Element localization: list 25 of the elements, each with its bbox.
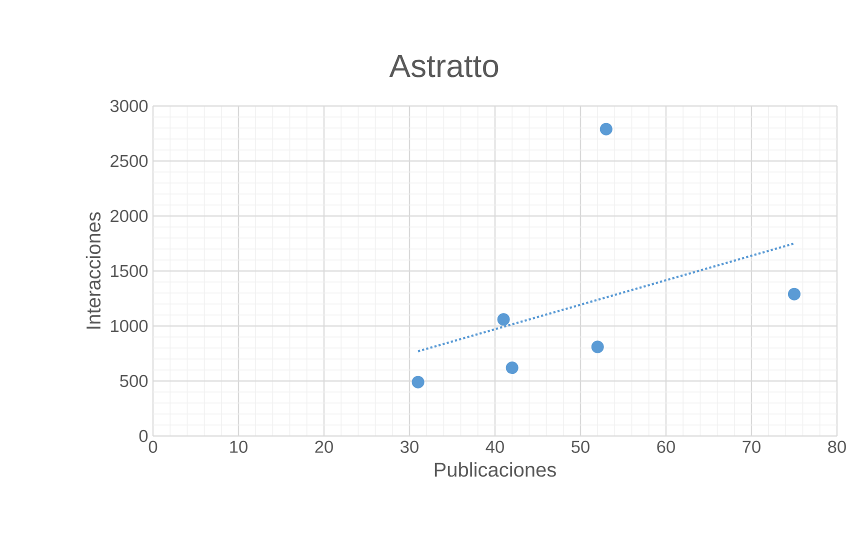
y-tick-label: 1000 [111, 320, 148, 332]
x-axis-title: Publicaciones [434, 462, 556, 477]
x-tick-label: 0 [148, 440, 158, 453]
x-tick-label: 60 [657, 440, 675, 453]
point [412, 376, 424, 388]
point [591, 340, 604, 354]
y-tick-label: 500 [120, 374, 148, 388]
y-tick-label: 2000 [110, 210, 148, 222]
y-tick-label: 2500 [110, 154, 148, 168]
point [788, 288, 801, 300]
y-tick-label: 3000 [110, 100, 148, 112]
x-tick-label: 30 [400, 440, 418, 453]
point [497, 313, 510, 326]
x-tick-label: 50 [572, 440, 590, 453]
x-tick-label: 80 [828, 440, 846, 453]
point [600, 122, 612, 136]
y-tick-label: 0 [139, 430, 148, 442]
y-axis-title: Interacciones [86, 212, 101, 329]
x-tick-label: 70 [742, 440, 760, 453]
x-tick-label: 40 [486, 440, 504, 453]
chart-title: Astratto [389, 54, 498, 78]
y-tick-label: 1500 [111, 264, 148, 278]
x-tick-label: 10 [230, 440, 248, 453]
point [506, 362, 518, 374]
x-tick-label: 20 [315, 440, 333, 453]
